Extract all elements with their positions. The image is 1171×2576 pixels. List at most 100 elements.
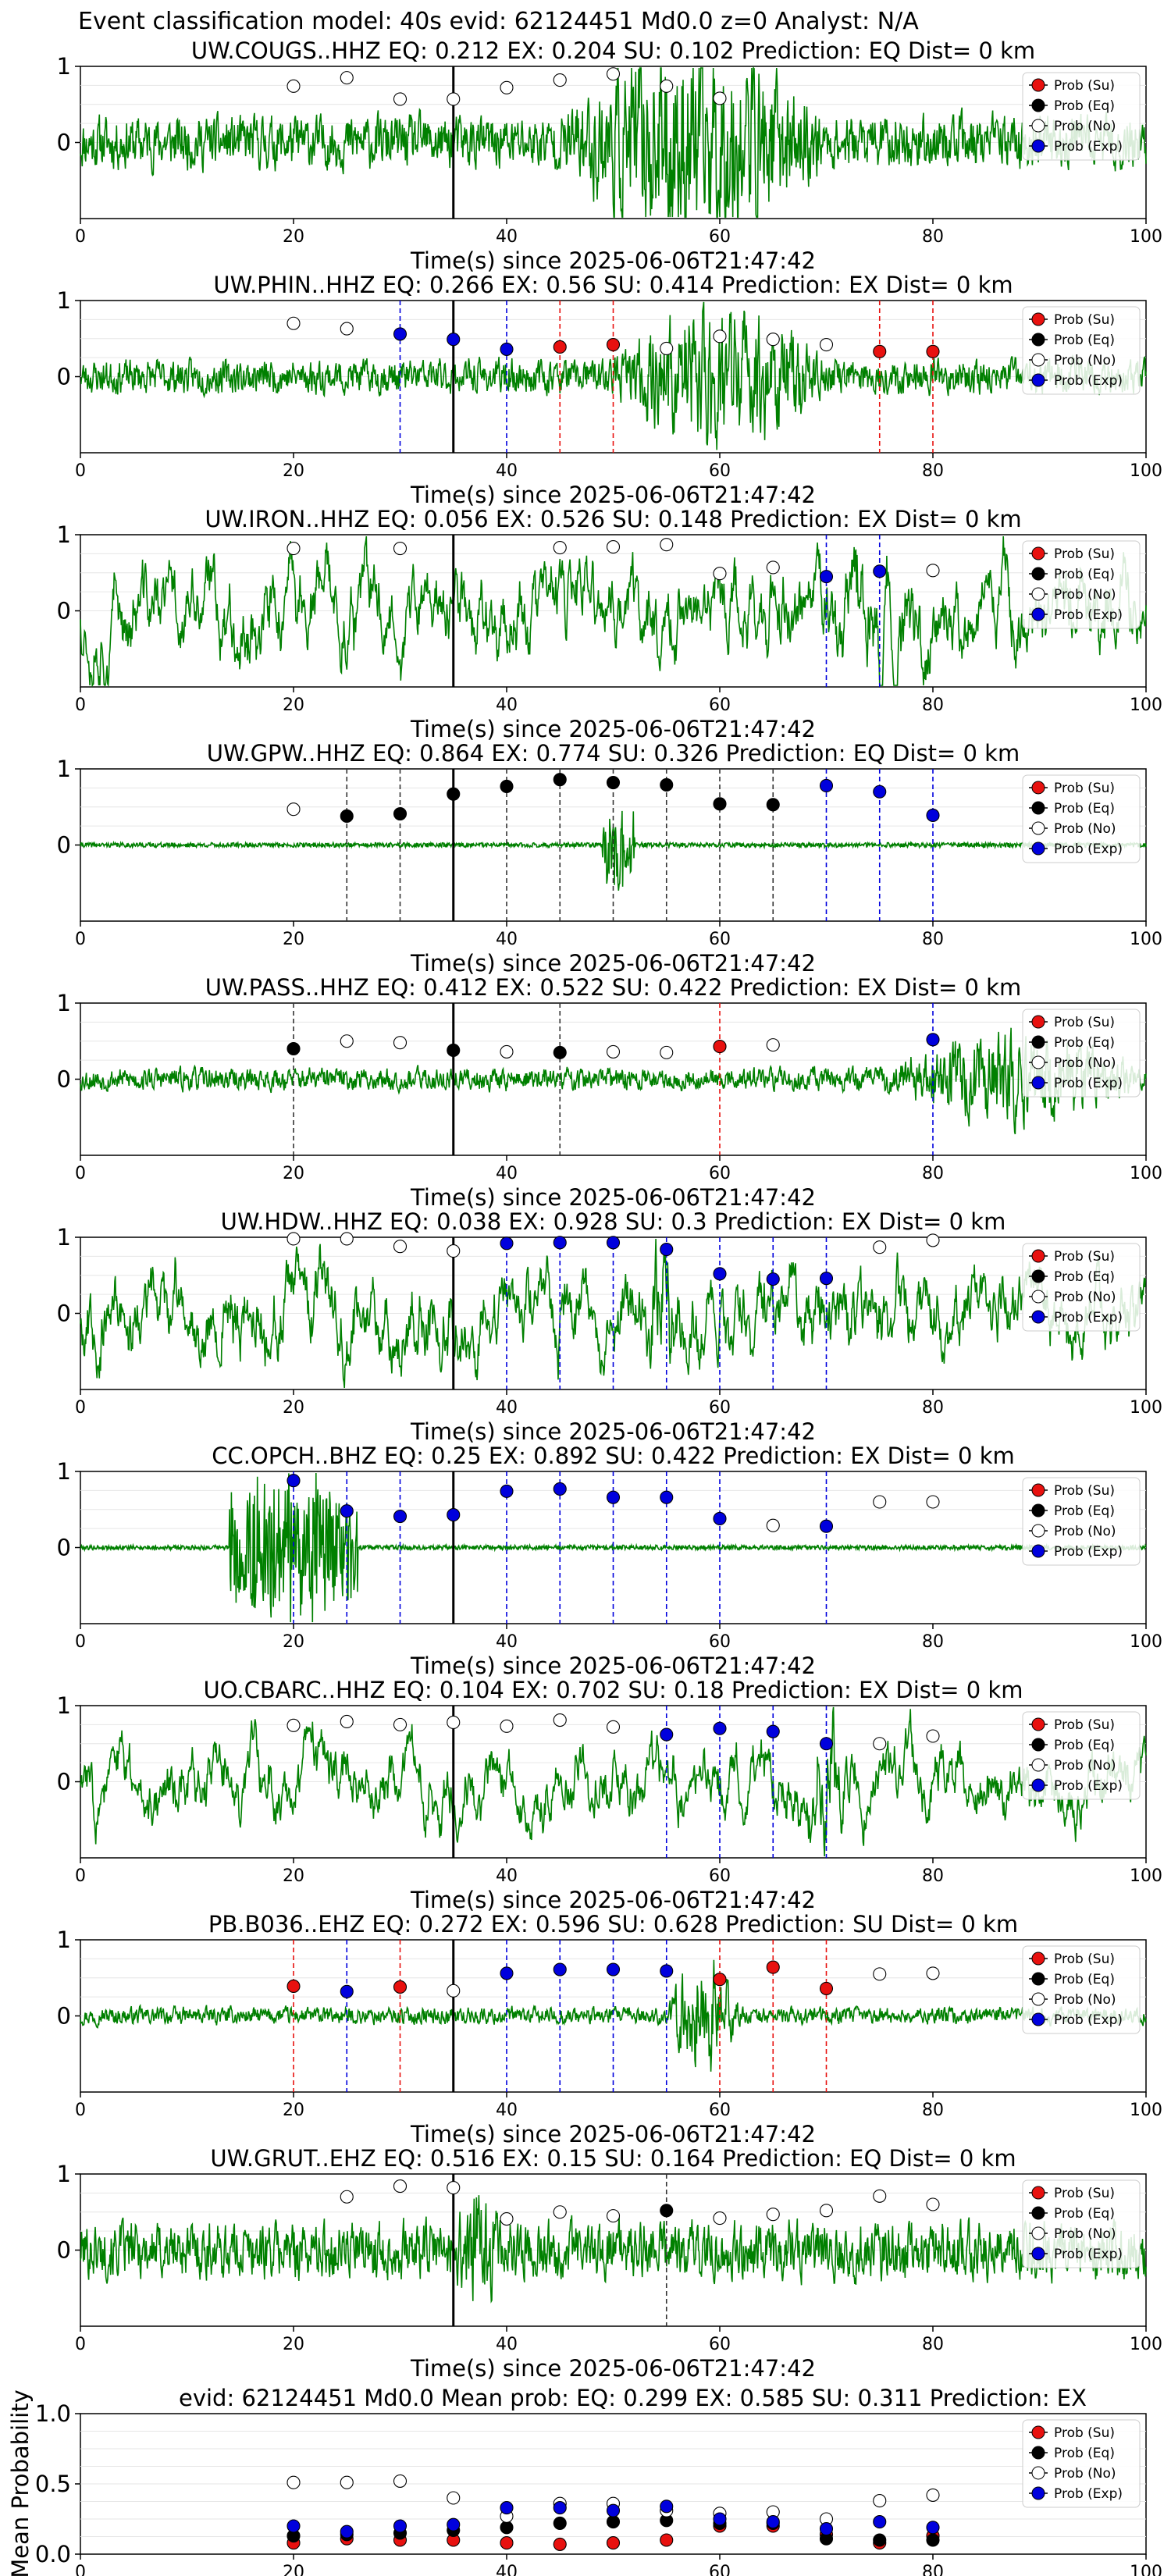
prob-point-no [553,1713,567,1727]
legend-box [1022,1711,1141,1800]
prob-point-exp [660,1243,674,1257]
prob-point-no [660,79,674,93]
prob-point-no [713,567,727,581]
x-tick-label: 100 [1130,461,1162,481]
legend-marker [1031,2446,1045,2460]
legend-marker [1031,333,1045,347]
legend-label: Prob (Exp) [1054,1778,1123,1794]
prob-point-su [553,340,567,354]
x-tick-label: 0 [75,2101,86,2120]
mean-prob-point-exp [766,2515,780,2529]
prob-point-no [393,541,408,556]
x-tick-label: 60 [709,1866,731,1886]
legend-marker [1031,1483,1045,1497]
legend-label: Prob (No) [1054,1290,1116,1305]
x-tick-label: 60 [709,1632,731,1652]
panel-title: UW.HDW..HHZ EQ: 0.038 EX: 0.928 SU: 0.3 … [221,1208,1006,1235]
x-axis-label: Time(s) since 2025-06-06T21:47:42 [410,1887,816,1913]
prob-point-no [340,322,354,336]
prob-point-no [926,1495,940,1509]
legend-marker [1031,1992,1045,2006]
prob-point-exp [766,1724,780,1738]
legend-marker [1031,841,1045,856]
legend-marker [1031,1076,1045,1090]
legend-marker [1031,2206,1045,2220]
prob-point-no [873,2189,887,2203]
legend-marker [1031,2466,1045,2480]
prob-point-no [553,2205,567,2219]
panel-title: CC.OPCH..BHZ EQ: 0.25 EX: 0.892 SU: 0.42… [212,1443,1015,1469]
x-tick-label: 80 [922,461,944,481]
x-axis-label: Time(s) since 2025-06-06T21:47:42 [410,716,816,742]
x-tick-label: 60 [709,1398,731,1418]
x-tick-label: 20 [283,930,304,949]
mean-prob-point-no [926,2488,940,2502]
x-tick-label: 60 [709,227,731,247]
x-tick-label: 80 [922,2563,944,2576]
y-tick-label: 0 [57,2003,71,2030]
legend-marker [1031,1290,1045,1304]
prob-point-no [340,2190,354,2204]
legend-marker [1031,587,1045,601]
prob-point-no [926,564,940,578]
prob-point-no [500,80,514,94]
mean-prob-point-eq [873,2533,887,2547]
x-tick-label: 20 [283,1866,304,1886]
y-tick-label: 1 [57,1458,71,1485]
legend-marker [1031,607,1045,621]
legend-label: Prob (Su) [1054,2186,1115,2201]
legend-label: Prob (Su) [1054,2425,1115,2441]
y-axis-label: Mean Probability [7,2389,34,2576]
prob-point-no [447,92,461,106]
prob-point-no [926,1233,940,1247]
legend-marker [1031,1738,1045,1752]
prob-point-eq [660,2204,674,2218]
prob-point-eq [500,779,514,793]
legend-marker [1031,312,1045,326]
legend-marker [1031,801,1045,815]
mean-prob-point-exp [340,2524,354,2539]
x-tick-label: 80 [922,930,944,949]
x-tick-label: 0 [75,1398,86,1418]
legend-label: Prob (No) [1054,2226,1116,2242]
x-tick-label: 20 [283,1398,304,1418]
legend-label: Prob (Exp) [1054,139,1123,155]
legend-box [1022,1009,1141,1098]
prob-point-su [393,1980,408,1994]
prob-point-eq [393,806,408,821]
prob-point-no [287,541,301,556]
legend: Prob (Su) Prob (Eq) Prob (No) Prob (Exp) [1022,2419,1141,2508]
prob-point-no [606,1720,621,1734]
y-tick-label: 0 [57,1300,71,1327]
legend-label: Prob (No) [1054,353,1116,368]
prob-point-no [766,1518,780,1532]
x-tick-label: 80 [922,2335,944,2354]
prob-point-no [713,329,727,343]
x-tick-label: 0 [75,930,86,949]
x-tick-label: 100 [1130,1866,1162,1886]
legend-label: Prob (Su) [1054,1952,1115,1967]
x-axis-label: Time(s) since 2025-06-06T21:47:42 [410,482,816,508]
x-tick-label: 0 [75,2335,86,2354]
prob-point-no [606,540,621,554]
mean-prob-point-exp [447,2517,461,2532]
legend-label: Prob (Eq) [1054,801,1115,817]
prob-point-exp [660,1490,674,1504]
legend-label: Prob (Exp) [1054,1076,1123,1091]
y-tick-label: 1 [57,2161,71,2187]
legend: Prob (Su) Prob (Eq) Prob (No) Prob (Exp) [1022,72,1141,161]
prob-point-exp [713,1267,727,1281]
legend-box [1022,2419,1141,2508]
x-axis-label: Time(s) since 2025-06-06T21:47:42 [410,1653,816,1679]
x-axis-label: Time(s) since 2025-06-06T21:47:42 [410,1184,816,1211]
prob-point-exp [500,1966,514,1980]
prob-point-exp [606,1236,621,1250]
legend-box [1022,774,1141,863]
legend-box [1022,1477,1141,1566]
legend-label: Prob (Su) [1054,78,1115,94]
prob-point-exp [500,342,514,356]
waveform-trace [80,66,1147,218]
waveform-trace [80,1706,1147,1857]
x-tick-label: 20 [283,2563,304,2576]
